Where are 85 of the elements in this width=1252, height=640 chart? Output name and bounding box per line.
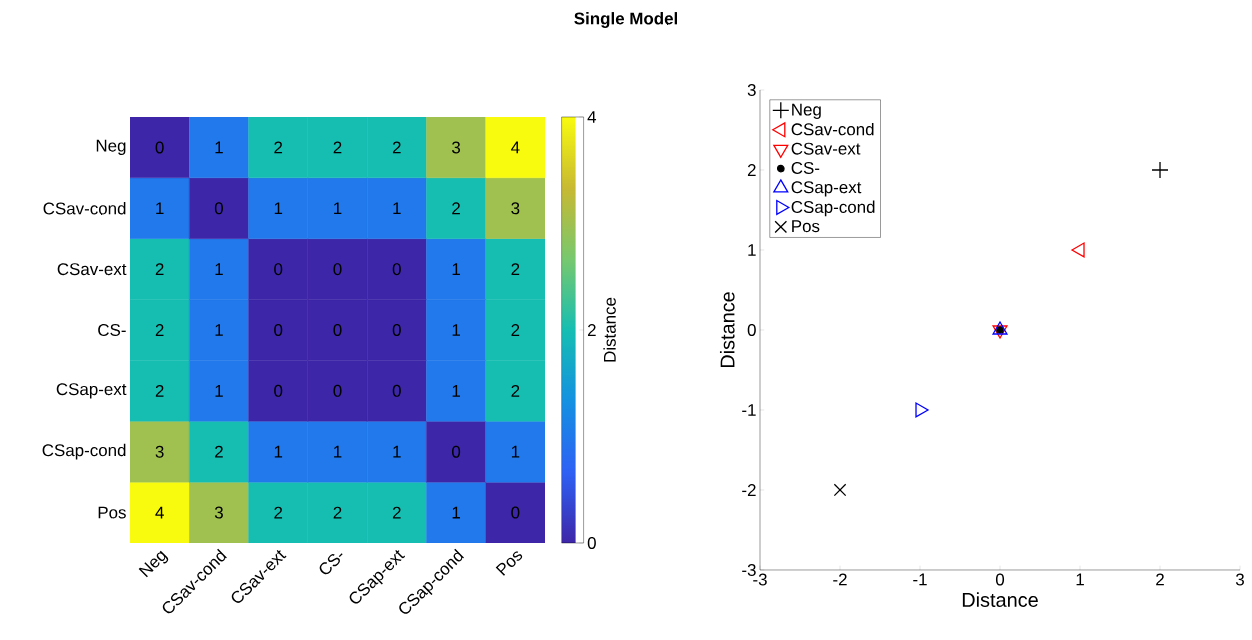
legend-label: CSap-cond [791,200,875,217]
data-label: 1 [215,263,223,275]
data-label: 2 [274,141,283,154]
data-label: 0 [452,445,461,458]
y-tick-label: 1 [748,244,756,256]
data-label: 1 [452,506,460,519]
color-bar-label: 4 [587,111,597,123]
data-label: 0 [392,263,401,276]
data-label: 4 [155,506,164,519]
y-tick-label: Pos [98,506,126,519]
data-label: 0 [274,323,283,336]
data-label: 0 [511,506,520,519]
point [833,483,847,497]
data-label: 1 [452,324,460,336]
data-label: 0 [392,384,401,397]
x-tick-label: 2 [1156,573,1164,586]
point [1071,242,1085,258]
data-label: 2 [333,141,342,154]
data-label: 4 [511,141,520,154]
y-tick-label: CS- [98,323,126,336]
data-label: 2 [215,445,223,458]
data-label: 1 [334,445,342,458]
color-bar-label: 2 [587,324,596,336]
data-label: 0 [214,202,223,215]
x-tick-label: 3 [1235,573,1244,586]
y-axis-title: Distance [719,292,735,368]
legend-label: CS- [791,161,820,174]
data-label: 2 [392,506,401,519]
data-label: 2 [511,324,520,336]
data-label: 3 [214,506,223,519]
y-tick-label: 3 [747,83,756,96]
data-label: 2 [511,263,520,276]
data-label: 1 [511,445,520,458]
x-tick-label: 0 [995,573,1005,586]
data-label: 0 [333,263,342,276]
y-tick-label: 2 [747,164,756,176]
y-tick-label: Neg [96,139,126,155]
point [1151,161,1169,179]
data-label: 3 [452,141,461,154]
data-label: 2 [155,384,164,397]
data-label: 2 [274,506,283,519]
y-tick-label: -2 [742,484,756,496]
legend-label: CSav-ext [791,142,861,155]
data-label: 1 [393,445,401,458]
data-label: 1 [274,202,283,215]
legend-label: CSap-ext [791,181,862,197]
point [996,326,1004,334]
data-label: 0 [333,323,342,336]
data-label: 1 [452,263,460,275]
point [915,402,929,418]
data-label: 1 [334,202,342,215]
color-bar-label: 0 [587,536,596,549]
text: Single Model [574,12,678,28]
data-label: 3 [511,202,520,215]
y-tick-label: 0 [747,323,756,336]
y-tick-label: CSap-cond [42,443,126,460]
legend-label: Pos [792,220,820,233]
y-tick-label: CSap-ext [56,383,127,399]
x-tick-label: -1 [913,573,927,586]
data-label: 1 [215,324,223,336]
x-tick-label: -2 [833,573,847,586]
data-label: 2 [452,202,460,215]
data-label: 2 [511,384,520,397]
data-label: 1 [452,385,460,397]
color-bar-title: Distance [603,297,616,362]
x-axis-title: Distance [962,592,1038,607]
y-tick-label: -1 [742,404,756,416]
x-tick-label: 1 [1076,573,1084,586]
legend-label: CSav-cond [791,122,874,136]
legend-label: Neg [792,103,821,119]
data-label: 1 [274,445,283,458]
data-label: 0 [274,263,283,276]
data-label: 2 [333,506,342,519]
x-tick-label: Pos [495,551,523,576]
y-tick-label: CSav-ext [57,263,127,276]
data-label: 0 [274,384,283,397]
data-label: 3 [155,445,164,458]
x-tick-label: CS- [319,553,343,575]
data-label: 0 [333,384,342,397]
data-label: 1 [215,141,223,154]
data-label: 0 [392,323,401,336]
y-tick-label: CSav-cond [43,202,126,215]
data-label: 1 [393,202,401,215]
point [992,321,1008,335]
data-label: 1 [215,385,223,397]
